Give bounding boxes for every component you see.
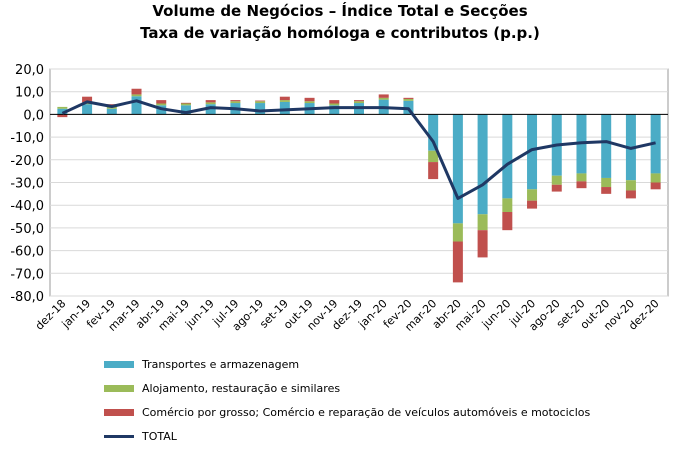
bar-alojamento	[502, 198, 513, 213]
bar-comercio	[82, 96, 93, 103]
y-tick-label: -70,0	[10, 267, 44, 282]
legend-swatch-comercio	[104, 408, 134, 416]
bar-alojamento	[255, 101, 266, 104]
bar-comercio	[205, 100, 216, 103]
legend-label-alojamento: Alojamento, restauração e similares	[142, 381, 341, 395]
bar-comercio	[403, 97, 414, 99]
bar-comercio	[576, 181, 587, 189]
bar-alojamento	[403, 98, 414, 101]
bar-transportes	[428, 114, 439, 151]
bar-transportes	[329, 105, 340, 115]
bar-comercio	[255, 100, 266, 102]
bar-comercio	[452, 241, 463, 283]
bar-alojamento	[304, 101, 315, 104]
legend-swatch-alojamento	[104, 384, 134, 392]
legend-item-comercio: Comércio por grosso; Comércio e reparaçã…	[104, 400, 590, 424]
bar-alojamento	[180, 103, 191, 106]
legend-label-comercio: Comércio por grosso; Comércio e reparaçã…	[142, 405, 591, 419]
y-tick-label: -80,0	[10, 290, 44, 305]
bar-transportes	[106, 108, 117, 115]
bar-transportes	[205, 104, 216, 115]
bar-comercio	[601, 187, 612, 194]
bar-comercio	[354, 100, 364, 102]
total-line	[61, 99, 656, 200]
bar-comercio	[428, 162, 439, 180]
y-tick-label: -30,0	[10, 177, 44, 192]
legend-swatch-transportes	[104, 360, 134, 368]
y-tick-label: 20,0	[15, 63, 44, 78]
bar-alojamento	[551, 175, 562, 185]
bar-alojamento	[329, 103, 340, 106]
bar-alojamento	[354, 101, 364, 104]
bar-comercio	[527, 200, 538, 209]
bar-alojamento	[650, 173, 661, 183]
bar-comercio	[131, 88, 142, 95]
bar-comercio	[329, 100, 340, 104]
bar-alojamento	[477, 214, 488, 231]
y-tick-label: -10,0	[10, 131, 44, 146]
chart-title: Volume de Negócios – Índice Total e Secç…	[152, 2, 528, 20]
bar-comercio	[156, 100, 167, 104]
bar-comercio	[551, 184, 562, 192]
bar-comercio	[180, 102, 191, 104]
bar-transportes	[82, 104, 93, 115]
bar-transportes	[601, 114, 612, 178]
bar-transportes	[502, 114, 513, 199]
legend-item-transportes: Transportes e armazenagem	[104, 352, 590, 376]
y-tick-label: -40,0	[10, 199, 44, 214]
bar-alojamento	[452, 223, 463, 242]
y-tick-label: -60,0	[10, 245, 44, 260]
bar-alojamento	[205, 102, 216, 105]
bar-transportes	[180, 105, 191, 115]
bar-alojamento	[601, 177, 612, 188]
bar-comercio	[502, 212, 513, 231]
y-tick-label: 10,0	[15, 86, 44, 101]
bar-transportes	[279, 101, 290, 115]
bar-alojamento	[131, 94, 142, 97]
legend-swatch-total	[104, 434, 134, 438]
y-tick-label: 0,0	[23, 108, 44, 123]
bar-comercio	[650, 182, 661, 190]
bar-alojamento	[156, 103, 167, 106]
legend-label-transportes: Transportes e armazenagem	[142, 357, 300, 371]
legend-item-total: TOTAL	[104, 424, 590, 448]
bar-alojamento	[428, 150, 439, 163]
bar-alojamento	[527, 189, 538, 201]
bar-transportes	[452, 114, 463, 224]
bar-alojamento	[625, 180, 636, 191]
bar-transportes	[57, 108, 68, 115]
bar-transportes	[477, 114, 488, 215]
y-tick-label: -20,0	[10, 154, 44, 169]
legend-label-total: TOTAL	[142, 429, 177, 443]
bar-comercio	[279, 96, 290, 101]
legend: Transportes e armazenagem Alojamento, re…	[104, 352, 590, 448]
bar-alojamento	[576, 173, 587, 182]
bar-alojamento	[230, 101, 241, 104]
bar-alojamento	[378, 97, 389, 100]
y-tick-label: -50,0	[10, 222, 44, 237]
bar-comercio	[477, 230, 488, 258]
bar-transportes	[131, 96, 142, 115]
bar-alojamento	[57, 106, 68, 109]
bar-transportes	[255, 103, 266, 115]
bar-comercio	[57, 114, 68, 118]
bar-alojamento	[279, 100, 290, 102]
chart-subtitle: Taxa de variação homóloga e contributos …	[140, 24, 540, 42]
bar-comercio	[304, 97, 315, 102]
bar-transportes	[527, 114, 538, 190]
legend-item-alojamento: Alojamento, restauração e similares	[104, 376, 590, 400]
bar-comercio	[230, 100, 241, 102]
bar-comercio	[625, 190, 636, 199]
bar-comercio	[378, 94, 389, 98]
